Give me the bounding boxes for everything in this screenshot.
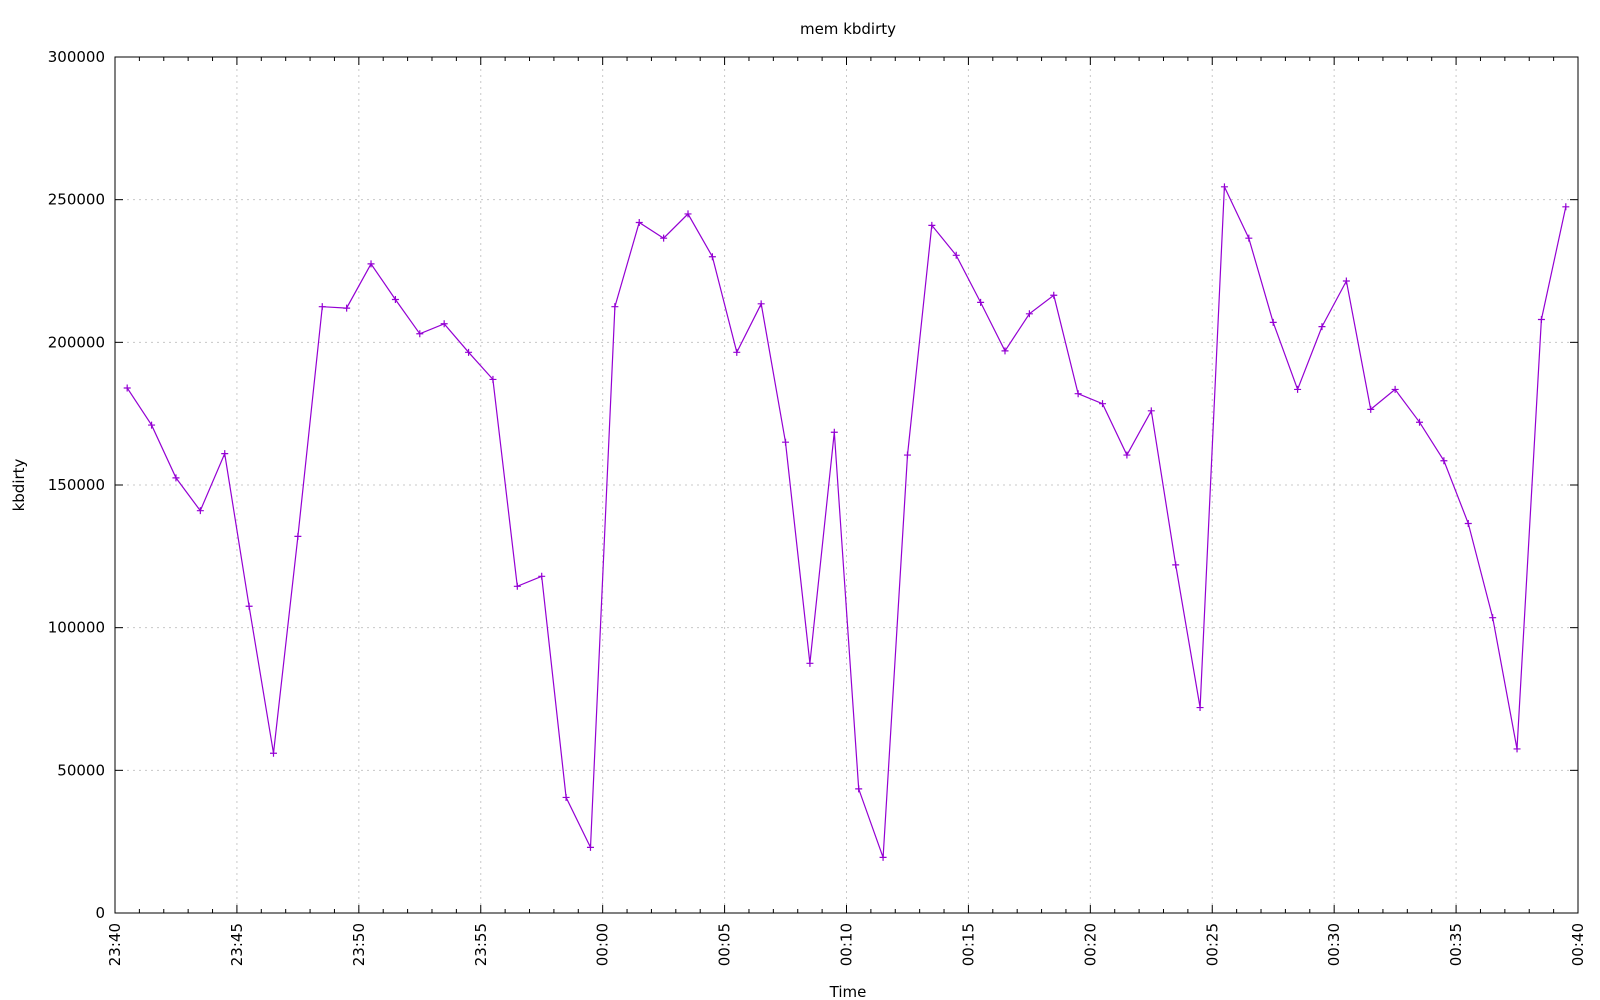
data-point — [733, 348, 741, 356]
x-tick-label: 23:45 — [228, 923, 246, 966]
data-point — [416, 330, 424, 338]
x-tick-label: 00:25 — [1203, 923, 1221, 966]
data-point — [977, 298, 985, 306]
data-point — [684, 210, 692, 218]
data-point — [367, 260, 375, 268]
data-point — [1489, 614, 1497, 622]
data-point — [782, 438, 790, 446]
data-point — [806, 659, 814, 667]
data-point — [1416, 418, 1424, 426]
data-point — [513, 582, 521, 590]
data-point — [635, 218, 643, 226]
axes: 0 50000 100000 150000 200000 250000 300000 23:4… — [48, 48, 1587, 966]
y-tick-label: 200000 — [48, 333, 105, 351]
data-point — [1562, 203, 1570, 211]
x-tick-label: 00:20 — [1081, 923, 1099, 966]
data-point — [1196, 704, 1204, 712]
data-point — [343, 304, 351, 312]
data-point — [1318, 323, 1326, 331]
x-tick-label: 00:00 — [594, 923, 612, 966]
data-point — [903, 451, 911, 459]
data-point — [1123, 451, 1131, 459]
x-tick-label: 00:40 — [1569, 923, 1587, 966]
data-point — [928, 221, 936, 229]
data-point — [1245, 234, 1253, 242]
data-point — [879, 853, 887, 861]
data-point — [391, 296, 399, 304]
chart-title: mem kbdirty — [800, 20, 896, 38]
data-point — [586, 843, 594, 851]
data-point — [1050, 291, 1058, 299]
x-tick-label: 23:50 — [350, 923, 368, 966]
x-tick-label: 23:40 — [106, 923, 124, 966]
x-tick-label: 00:35 — [1447, 923, 1465, 966]
data-point — [1001, 347, 1009, 355]
data-point — [1099, 400, 1107, 408]
data-point — [1147, 407, 1155, 415]
data-point — [562, 793, 570, 801]
data-point — [1294, 385, 1302, 393]
data-point — [708, 253, 716, 261]
data-point — [1513, 745, 1521, 753]
data-point — [489, 375, 497, 383]
data-point — [172, 474, 180, 482]
data-point — [465, 348, 473, 356]
data-point — [123, 384, 131, 392]
data-point — [294, 532, 302, 540]
y-tick-label: 300000 — [48, 48, 105, 66]
y-tick-label: 150000 — [48, 476, 105, 494]
grid — [115, 57, 1578, 913]
data-point — [1440, 457, 1448, 465]
data-point — [611, 303, 619, 311]
data-point — [1269, 318, 1277, 326]
data-point — [148, 421, 156, 429]
data-point — [318, 303, 326, 311]
x-axis-title: Time — [829, 983, 867, 1000]
data-point — [757, 300, 765, 308]
y-tick-label: 100000 — [48, 619, 105, 637]
series-layer — [123, 183, 1570, 861]
data-point — [830, 428, 838, 436]
data-point — [1367, 405, 1375, 413]
data-point — [1220, 183, 1228, 191]
data-point — [1537, 316, 1545, 324]
data-point — [269, 749, 277, 757]
data-point — [538, 572, 546, 580]
x-tick-label: 00:30 — [1325, 923, 1343, 966]
data-point — [245, 602, 253, 610]
data-point — [1464, 520, 1472, 528]
data-point — [1391, 385, 1399, 393]
data-point — [440, 320, 448, 328]
data-point — [855, 785, 863, 793]
y-axis-title: kbdirty — [10, 458, 28, 511]
y-tick-label: 0 — [95, 904, 105, 922]
y-tick-label: 250000 — [48, 191, 105, 209]
data-point — [1025, 310, 1033, 318]
data-point — [660, 234, 668, 242]
data-point — [952, 251, 960, 259]
x-tick-label: 00:05 — [716, 923, 734, 966]
x-tick-label: 00:10 — [838, 923, 856, 966]
data-point — [1172, 561, 1180, 569]
x-tick-label: 23:55 — [472, 923, 490, 966]
data-point — [1342, 277, 1350, 285]
data-point — [196, 507, 204, 515]
data-point — [1074, 390, 1082, 398]
y-tick-label: 50000 — [57, 761, 105, 779]
series-line — [126, 186, 1567, 858]
data-point — [221, 450, 229, 458]
x-tick-label: 00:15 — [959, 923, 977, 966]
